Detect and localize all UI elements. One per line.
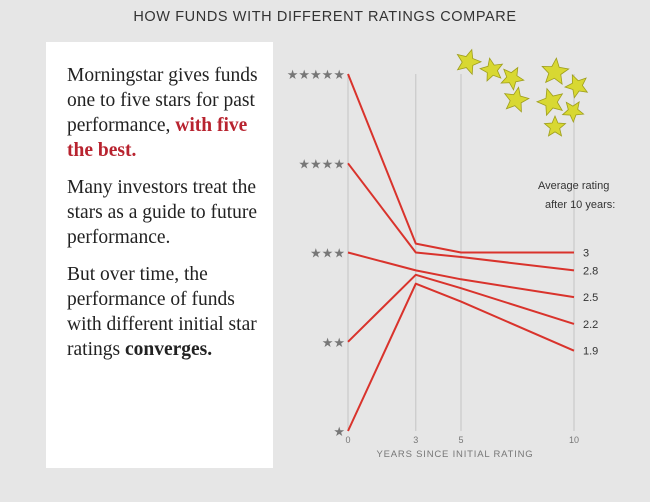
gold-star-icon xyxy=(456,48,483,76)
end-value-label: 2.8 xyxy=(583,265,598,277)
converges-emphasis: converges. xyxy=(124,339,213,360)
gold-star-icon xyxy=(535,87,564,117)
x-tick-label: 0 xyxy=(345,435,350,445)
chart-title: HOW FUNDS WITH DIFFERENT RATINGS COMPARE xyxy=(133,9,517,25)
gold-star-icon xyxy=(561,101,585,124)
series-line xyxy=(347,282,575,432)
annotation-line-1: Average rating xyxy=(538,180,609,192)
y-tick-star-label: ★★ xyxy=(322,336,345,351)
y-tick-star-label: ★★★ xyxy=(310,247,345,262)
annotation-line-2: after 10 years: xyxy=(545,199,615,211)
gold-star-icon xyxy=(543,114,567,137)
gold-star-icon xyxy=(541,57,570,85)
intro-emphasis: with five the best. xyxy=(67,115,248,161)
x-axis-label: YEARS SINCE INITIAL RATING xyxy=(377,449,534,460)
y-tick-star-label: ★ xyxy=(333,425,345,440)
gold-star-icon xyxy=(503,86,530,113)
paragraph-investors: Many investors treat the stars as a guid… xyxy=(67,177,258,248)
paragraph-converges: But over time, the performance of funds … xyxy=(67,262,261,362)
gold-star-icon xyxy=(479,57,504,82)
end-value-label: 3 xyxy=(583,248,589,260)
series-line xyxy=(347,251,575,299)
paragraph-stars-intro: Morningstar gives funds one to five star… xyxy=(67,63,261,163)
x-tick-label: 5 xyxy=(458,435,463,445)
y-tick-star-label: ★★★★ xyxy=(298,157,345,172)
intro-text: Morningstar gives funds one to five star… xyxy=(67,65,258,136)
end-value-label: 2.2 xyxy=(583,319,598,331)
x-tick-label: 10 xyxy=(569,435,579,445)
end-value-label: 2.5 xyxy=(583,292,598,304)
series-line xyxy=(347,162,575,272)
converges-text: But over time, the performance of funds … xyxy=(67,264,257,360)
y-tick-star-label: ★★★★★ xyxy=(287,68,345,83)
series-line xyxy=(347,73,574,254)
end-value-label: 1.9 xyxy=(583,346,598,358)
gold-star-icon xyxy=(563,73,589,99)
x-tick-label: 3 xyxy=(413,435,418,445)
text-panel: Morningstar gives funds one to five star… xyxy=(46,42,273,468)
series-line xyxy=(347,273,575,343)
gold-star-icon xyxy=(500,66,525,91)
